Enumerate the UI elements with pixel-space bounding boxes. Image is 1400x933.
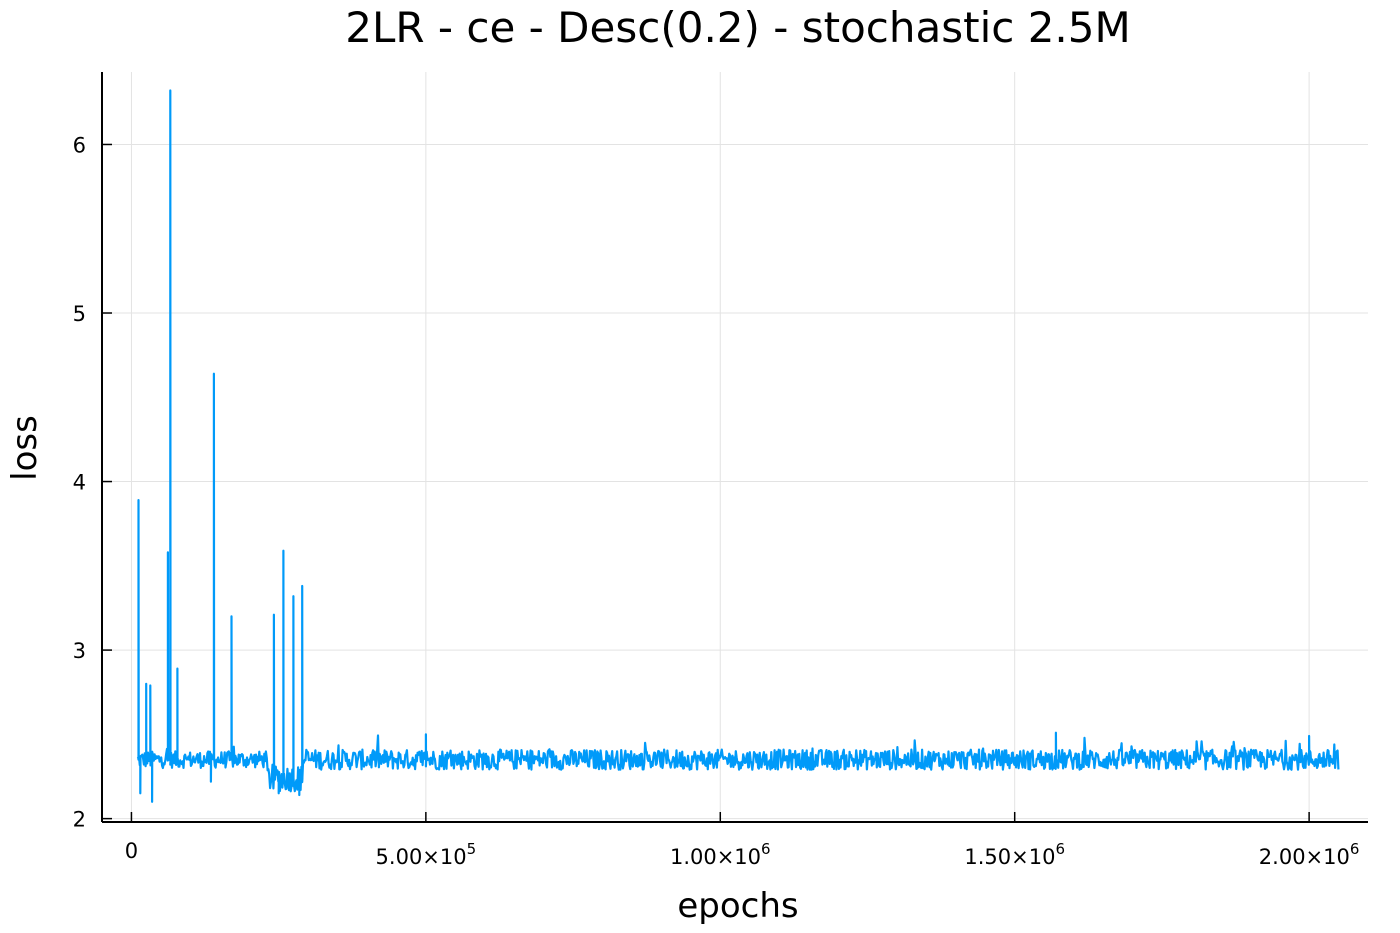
y-axis-title: loss xyxy=(5,415,45,481)
loss-series-line xyxy=(136,89,1340,803)
axes xyxy=(101,72,1368,823)
y-tick-label: 5 xyxy=(73,302,86,326)
y-tick-label: 2 xyxy=(73,808,86,832)
x-tick-label: 1.50×106 xyxy=(964,840,1065,869)
chart-title: 2LR - ce - Desc(0.2) - stochastic 2.5M xyxy=(345,3,1131,52)
x-axis-title: epochs xyxy=(677,886,798,926)
x-tick-label: 1.00×106 xyxy=(670,840,771,869)
grid xyxy=(102,72,1368,822)
y-tick-label: 3 xyxy=(73,639,86,663)
x-tick-label: 2.00×106 xyxy=(1259,840,1360,869)
y-tick-label: 4 xyxy=(73,471,86,495)
x-tick-label: 5.00×105 xyxy=(376,840,477,869)
tick-labels: 2 3 4 5 6 0 5.00×105 1.00×106 1.50×106 2.00×106 xyxy=(73,133,1360,869)
y-tick-label: 6 xyxy=(73,133,86,157)
x-tick-label: 0 xyxy=(125,839,138,863)
